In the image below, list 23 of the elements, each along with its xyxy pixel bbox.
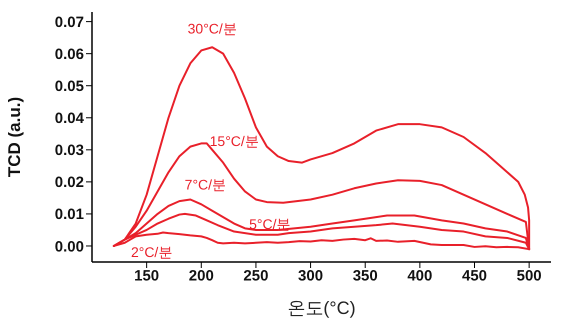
x-tick-label: 500 [516,268,542,285]
y-tick-label: 0.05 [54,78,84,96]
y-tick-label: 0.02 [54,174,84,192]
series-label: 30°C/분 [188,20,237,36]
y-tick-label: 0.03 [54,142,84,160]
x-tick-label: 200 [188,268,214,285]
y-tick-label: 0.06 [54,46,84,63]
y-tick-label: 0.00 [54,238,84,256]
y-tick-label: 0.01 [54,206,84,224]
series-label: 5°C/분 [249,216,290,232]
series-label: 2°C/분 [130,244,172,260]
x-tick-label: 450 [462,268,488,285]
x-tick-label: 150 [134,268,160,285]
x-axis-title: 온도(°C) [287,298,356,318]
series-label: 15°C/분 [210,132,259,149]
x-tick-label: 300 [298,268,324,285]
y-axis-title: TCD (a.u.) [5,96,24,178]
y-tick-label: 0.07 [54,14,84,31]
series-label: 7°C/분 [184,176,226,192]
x-tick-label: 250 [243,268,268,285]
x-tick-label: 400 [407,268,432,285]
x-tick-label: 350 [352,268,378,285]
y-tick-label: 0.04 [54,110,85,128]
